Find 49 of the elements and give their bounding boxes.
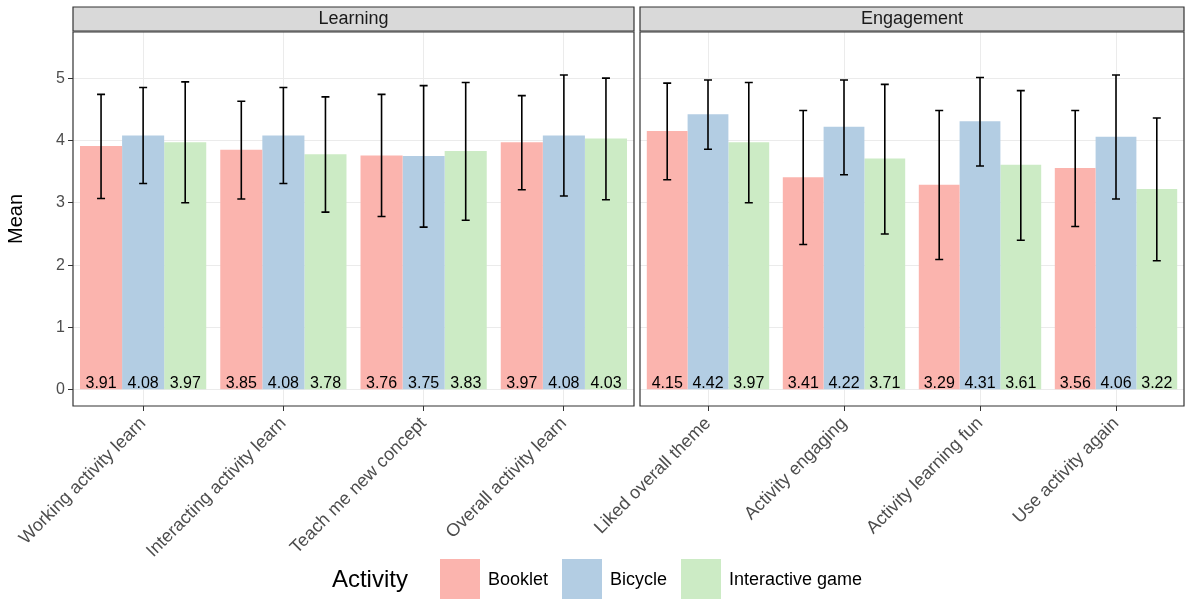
data-label: 3.78 [309, 373, 342, 391]
y-tick-label: 0 [56, 380, 66, 398]
data-label: 3.97 [506, 373, 538, 391]
data-label: 4.03 [590, 373, 622, 391]
data-label: 3.56 [1059, 373, 1091, 391]
y-tick-label: 5 [56, 68, 66, 86]
y-tick-label: 3 [56, 193, 66, 211]
bar [864, 158, 906, 390]
bar [687, 114, 729, 390]
legend-title: Activity [331, 565, 408, 593]
bar [646, 131, 688, 390]
legend-label: Bicycle [609, 568, 667, 590]
data-label: 3.97 [733, 373, 765, 391]
data-label: 4.42 [692, 373, 724, 391]
bar [1054, 167, 1096, 390]
legend-label: Booklet [487, 568, 548, 590]
data-label: 3.75 [408, 373, 440, 391]
data-label: 4.31 [964, 373, 996, 391]
data-label: 4.06 [1100, 373, 1132, 391]
chart-title: Engagement [860, 7, 964, 28]
data-label: 3.71 [869, 373, 901, 391]
y-axis-title: Mean [3, 193, 26, 245]
data-label: 4.08 [267, 373, 300, 391]
data-label: 4.08 [548, 373, 580, 391]
data-label: 4.22 [828, 373, 860, 391]
bar [918, 184, 960, 390]
data-label: 3.29 [923, 373, 955, 391]
data-label: 3.22 [1141, 373, 1173, 391]
y-tick-label: 4 [56, 130, 66, 148]
y-tick-label: 2 [56, 255, 66, 273]
bar [823, 126, 865, 390]
data-label: 3.83 [450, 373, 482, 391]
legend-label: Interactive game [729, 568, 863, 590]
bar [1095, 136, 1137, 390]
data-label: 4.08 [127, 373, 159, 391]
chart-title: Learning [318, 7, 389, 28]
bar [959, 121, 1001, 390]
bar [1000, 164, 1042, 390]
data-label: 3.76 [365, 373, 398, 391]
y-tick-label: 1 [56, 317, 66, 335]
bar [782, 177, 824, 390]
bar [1136, 189, 1178, 390]
data-label: 3.85 [225, 373, 257, 391]
data-label: 3.97 [169, 373, 201, 391]
bar [728, 142, 770, 390]
data-label: 3.41 [787, 373, 819, 391]
data-label: 3.91 [85, 373, 117, 391]
data-label: 4.15 [651, 373, 683, 391]
data-label: 3.61 [1005, 373, 1037, 391]
